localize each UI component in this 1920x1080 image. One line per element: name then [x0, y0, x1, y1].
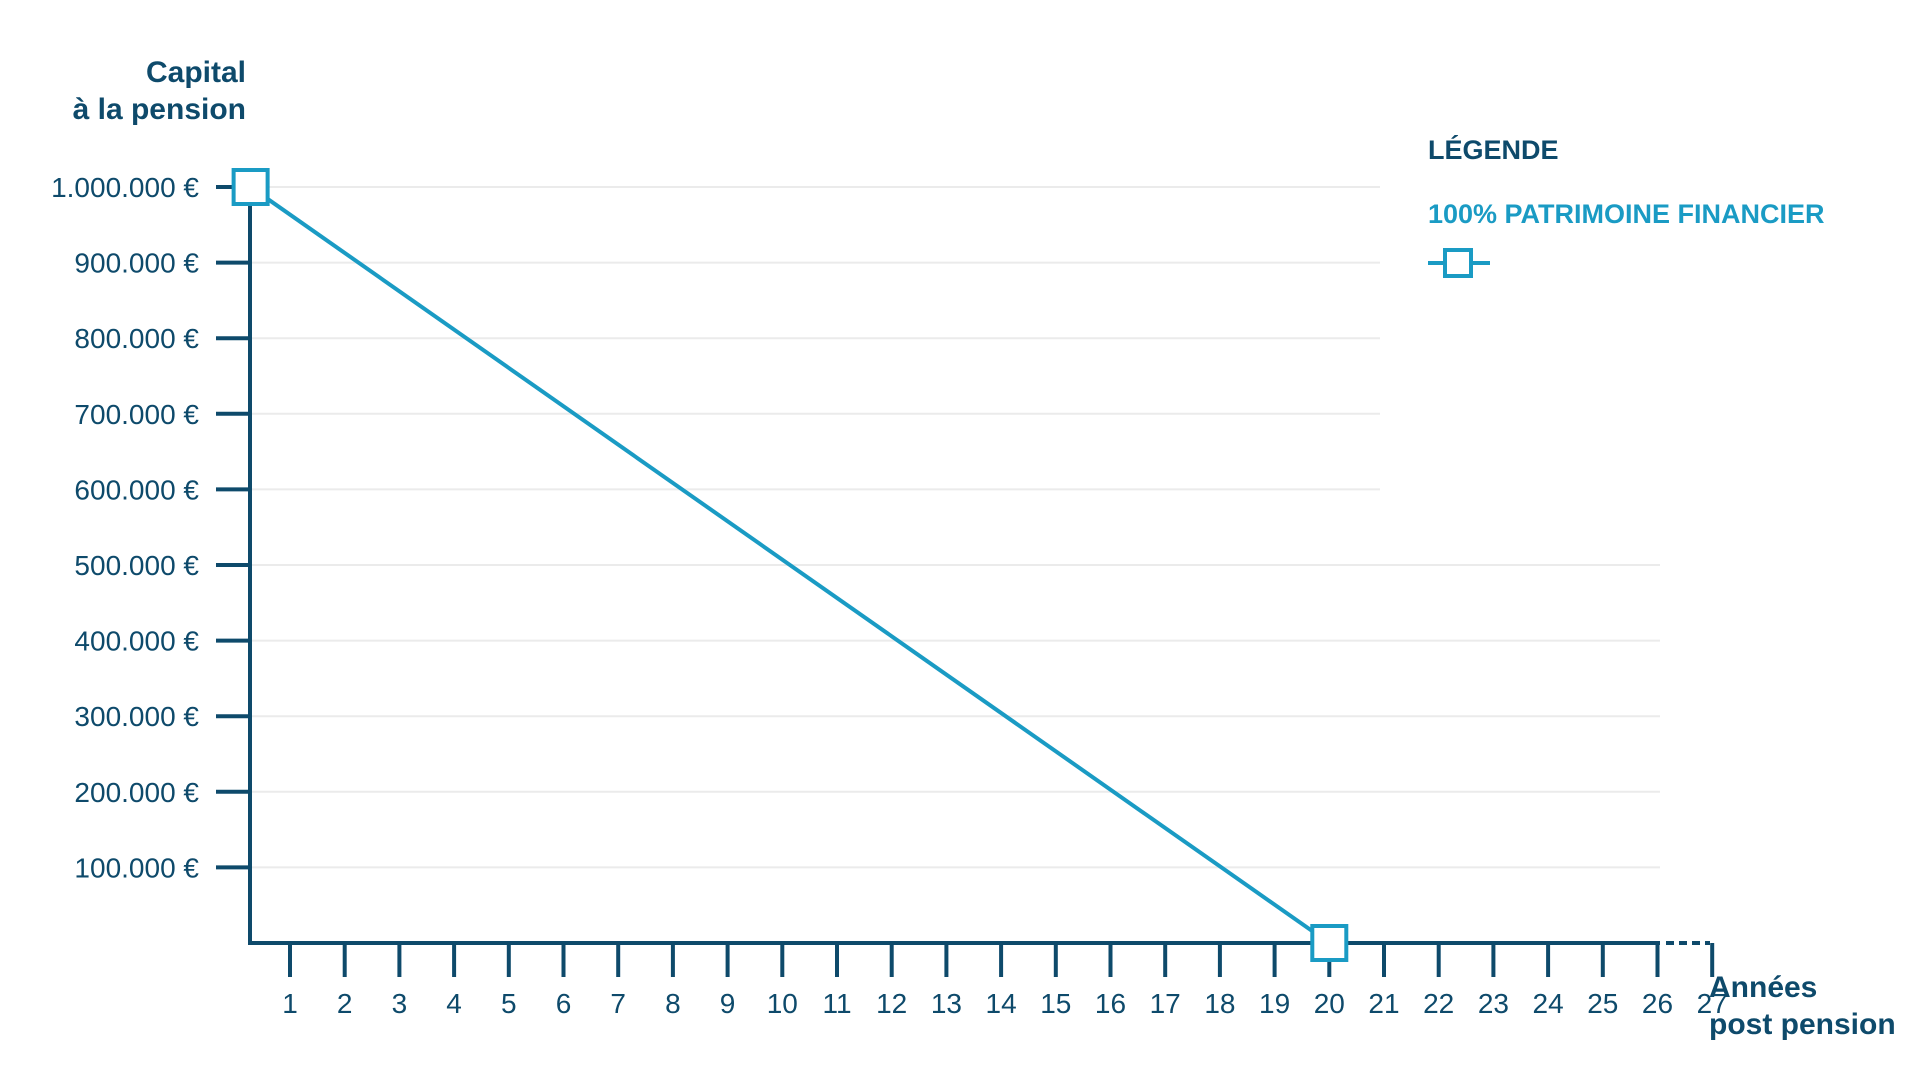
series-line: [249, 185, 1331, 945]
x-tick-label: 26: [1642, 988, 1673, 1019]
x-tick-label: 7: [610, 988, 626, 1019]
y-tick-label: 900.000 €: [74, 248, 199, 279]
x-tick-label: 5: [501, 988, 517, 1019]
y-tick-label: 600.000 €: [74, 474, 199, 505]
x-tick-label: 11: [822, 988, 851, 1019]
x-tick-label: 9: [720, 988, 736, 1019]
x-axis-title-line-1: Années: [1709, 971, 1817, 1004]
x-tick-label: 20: [1314, 988, 1345, 1019]
y-tick-label: 800.000 €: [74, 323, 199, 354]
x-tick-label: 10: [767, 988, 798, 1019]
x-tick-label: 3: [392, 988, 408, 1019]
x-tick-label: 6: [556, 988, 572, 1019]
x-tick-label: 13: [931, 988, 962, 1019]
x-tick-label: 24: [1533, 988, 1564, 1019]
y-tick-label: 100.000 €: [74, 852, 199, 883]
x-tick-label: 17: [1150, 988, 1181, 1019]
x-tick-label: 15: [1040, 988, 1071, 1019]
grid-lines: [250, 186, 1660, 869]
data-point-marker: [231, 168, 270, 206]
x-tick-label: 1: [282, 988, 298, 1019]
y-tick-label: 300.000 €: [74, 701, 199, 732]
y-tick-label: 400.000 €: [74, 626, 199, 657]
x-tick-label: 2: [337, 988, 353, 1019]
x-tick-label: 25: [1587, 988, 1618, 1019]
legend-marker-icon: [1428, 248, 1490, 278]
x-tick-label: 21: [1368, 988, 1399, 1019]
y-tick-label: 500.000 €: [74, 550, 199, 581]
x-axis-title-line-2: post pension: [1709, 1008, 1896, 1041]
axes: 1.000.000 € 900.000 € 800.000 € 700.000 € 60…: [51, 172, 1728, 1019]
data-point-marker: [1310, 924, 1349, 962]
series-layer: [231, 168, 1349, 962]
x-tick-label: 4: [446, 988, 462, 1019]
y-axis-title-line-1: Capital: [146, 56, 246, 89]
x-tick-label: 14: [986, 988, 1017, 1019]
x-tick-label: 8: [665, 988, 681, 1019]
y-axis-title-line-2: à la pension: [73, 93, 246, 126]
x-tick-label: 19: [1259, 988, 1290, 1019]
legend-title: LÉGENDE: [1428, 134, 1559, 165]
x-tick-label: 18: [1204, 988, 1235, 1019]
y-tick-label: 200.000 €: [74, 777, 199, 808]
x-tick-label: 27: [1697, 988, 1728, 1019]
y-tick-label: 700.000 €: [74, 399, 199, 430]
x-tick-label: 22: [1423, 988, 1454, 1019]
legend-series-label: 100% PATRIMOINE FINANCIER: [1428, 199, 1825, 229]
x-tick-label: 12: [876, 988, 907, 1019]
y-tick-label: 1.000.000 €: [51, 172, 199, 203]
x-tick-label: 23: [1478, 988, 1509, 1019]
x-tick-label: 16: [1095, 988, 1126, 1019]
